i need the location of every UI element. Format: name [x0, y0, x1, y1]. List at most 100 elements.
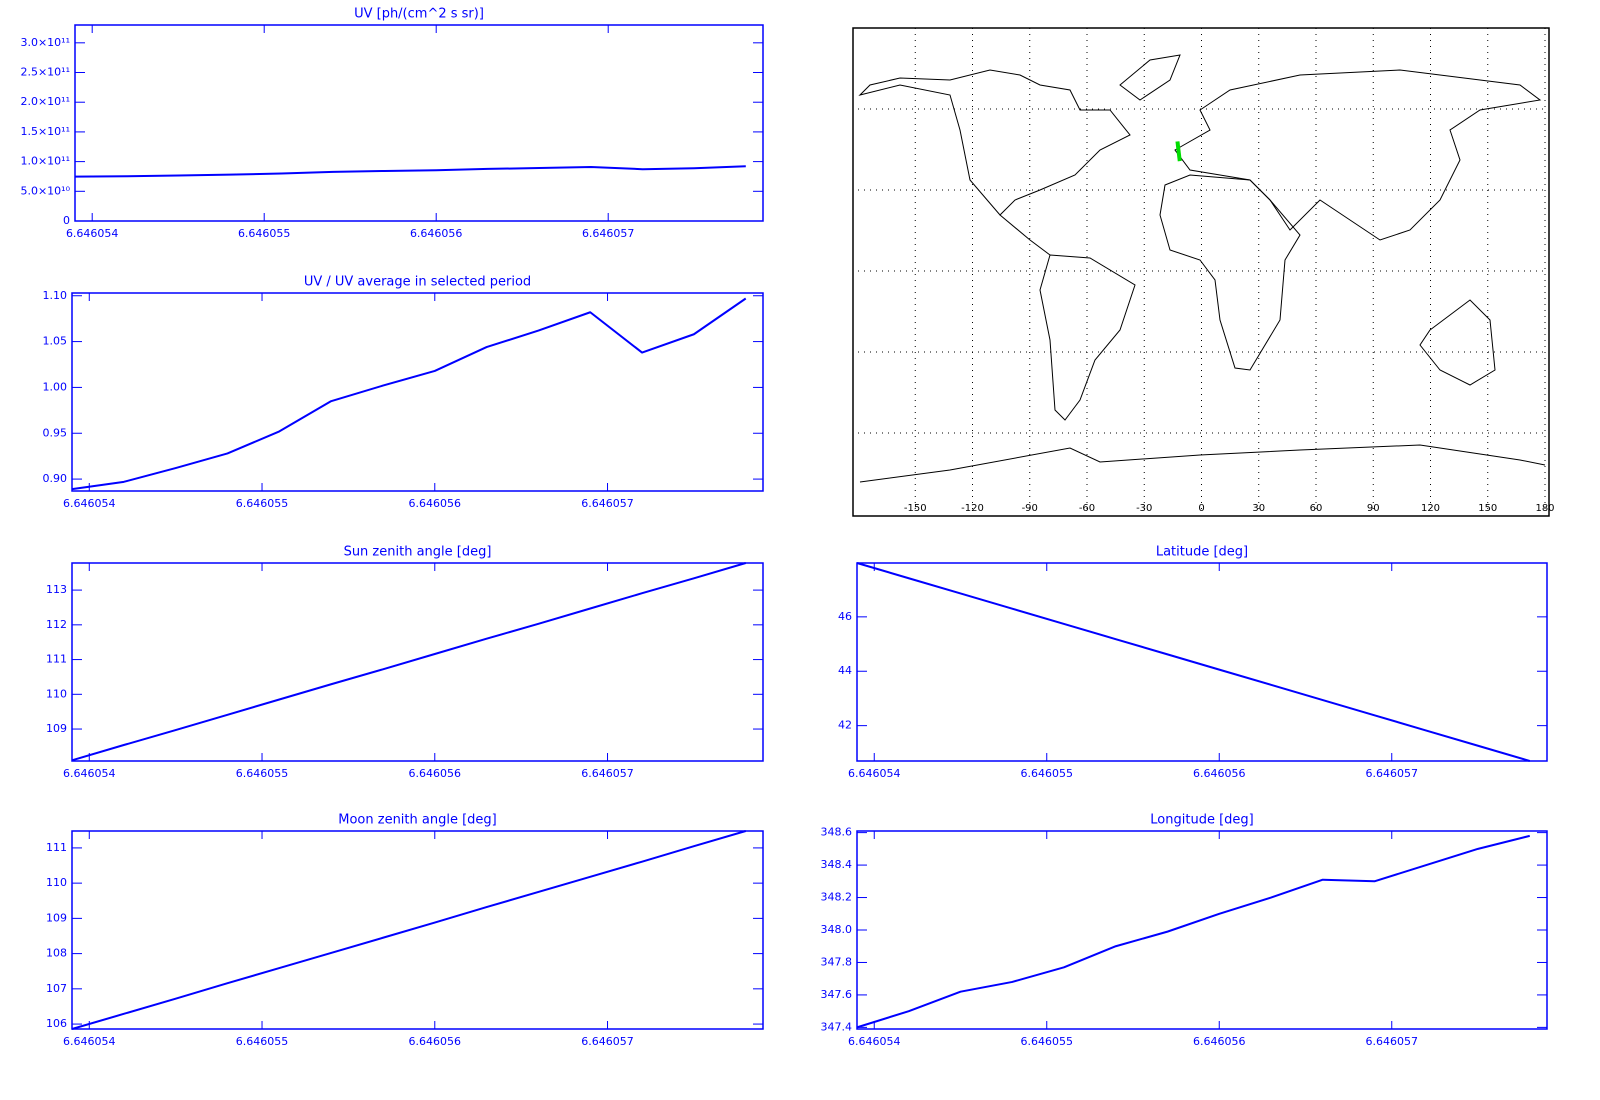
- y-tick-label: 107: [46, 982, 67, 995]
- y-tick-label: 113: [46, 583, 67, 596]
- coastlines: [858, 54, 1546, 483]
- x-tick-label: 6.646056: [1193, 1035, 1246, 1048]
- x-tick-label: 6.646055: [238, 227, 291, 240]
- y-tick-label: 3.0×10¹¹: [20, 36, 70, 49]
- y-tick-label: 348.0: [821, 923, 853, 936]
- x-tick-label: 6.646054: [63, 1035, 116, 1048]
- y-tick-label: 347.8: [821, 955, 853, 968]
- chart-panel: -150 -120 -90 -60 -30 0 30 60 90 120 150 180: [852, 27, 1555, 517]
- chart-title: UV / UV average in selected period: [304, 275, 531, 290]
- x-tick-label: 6.646057: [582, 227, 635, 240]
- y-tick-label: 46: [838, 610, 852, 623]
- chart-title: Sun zenith angle [deg]: [344, 545, 492, 560]
- y-tick-label: 0.95: [43, 426, 68, 439]
- x-tick-label: 180: [1535, 503, 1554, 514]
- australia: [1419, 299, 1496, 386]
- south-america: [1039, 254, 1136, 421]
- x-tick-label: 90: [1367, 503, 1380, 514]
- africa: [1159, 174, 1301, 371]
- greenland: [1119, 54, 1181, 101]
- y-tick-label: 348.2: [821, 891, 853, 904]
- x-tick-label: -30: [1136, 503, 1152, 514]
- x-tick-label: 6.646055: [1021, 1035, 1074, 1048]
- x-tick-label: 6.646054: [63, 767, 116, 780]
- x-tick-label: 6.646055: [236, 497, 289, 510]
- y-tick-label: 110: [46, 876, 67, 889]
- chart-panel: UV [ph/(cm^2 s sr)] 6.646054 6.646055 6.646…: [20, 7, 764, 240]
- chart-panel: Moon zenith angle [deg] 6.646054 6.646055 6…: [46, 813, 764, 1048]
- y-tick-label: 111: [46, 653, 67, 666]
- x-tick-label: 6.646056: [409, 1035, 462, 1048]
- y-tick-label: 347.4: [821, 1020, 853, 1033]
- plot-frame: [71, 562, 764, 762]
- chart-panel: Sun zenith angle [deg] 6.646054 6.646055 6.…: [46, 545, 764, 780]
- y-tick-label: 112: [46, 618, 67, 631]
- chart-panel: Longitude [deg] 6.646054 6.646055 6.646056 6…: [821, 813, 1548, 1048]
- y-tick-label: 110: [46, 687, 67, 700]
- x-tick-label: -150: [904, 503, 927, 514]
- y-tick-label: 109: [46, 722, 67, 735]
- x-tick-label: 6.646057: [581, 497, 634, 510]
- x-tick-label: 6.646054: [848, 767, 901, 780]
- data-line: [74, 165, 746, 178]
- y-tick-label: 0: [63, 214, 70, 227]
- chart-title: Moon zenith angle [deg]: [338, 813, 496, 828]
- data-line: [856, 834, 1530, 1029]
- y-tick-label: 347.6: [821, 988, 853, 1001]
- data-line: [71, 562, 747, 762]
- y-tick-label: 106: [46, 1017, 67, 1030]
- y-tick-label: 42: [838, 719, 852, 732]
- y-tick-label: 111: [46, 841, 67, 854]
- x-tick-label: -90: [1022, 503, 1038, 514]
- x-tick-label: 6.646056: [410, 227, 463, 240]
- north-america: [858, 69, 1131, 216]
- chart-title: Latitude [deg]: [1156, 545, 1248, 560]
- y-tick-label: 1.05: [43, 335, 68, 348]
- y-tick-label: 109: [46, 911, 67, 924]
- x-tick-label: 60: [1310, 503, 1323, 514]
- x-tick-label: 120: [1421, 503, 1440, 514]
- x-tick-label: -60: [1079, 503, 1095, 514]
- x-tick-label: 150: [1478, 503, 1497, 514]
- antarctica: [859, 444, 1546, 483]
- x-tick-label: 6.646056: [1193, 767, 1246, 780]
- y-tick-label: 108: [46, 947, 67, 960]
- x-tick-label: 6.646057: [581, 1035, 634, 1048]
- x-tick-label: 6.646054: [848, 1035, 901, 1048]
- y-tick-label: 348.6: [821, 826, 853, 839]
- data-line: [856, 562, 1531, 762]
- y-tick-label: 1.0×10¹¹: [20, 155, 70, 168]
- y-tick-label: 2.5×10¹¹: [20, 66, 70, 79]
- y-tick-label: 2.0×10¹¹: [20, 95, 70, 108]
- plot-frame: [74, 24, 764, 222]
- plot-frame: [71, 830, 764, 1030]
- x-tick-label: 6.646056: [409, 497, 462, 510]
- x-tick-label: 6.646054: [63, 497, 116, 510]
- chart-title: UV [ph/(cm^2 s sr)]: [354, 7, 484, 22]
- y-tick-label: 5.0×10¹⁰: [20, 184, 70, 197]
- chart-title: Longitude [deg]: [1150, 813, 1253, 828]
- plot-frame: [856, 562, 1548, 762]
- y-tick-label: 1.5×10¹¹: [20, 125, 70, 138]
- data-line: [1175, 141, 1182, 162]
- x-tick-label: 30: [1252, 503, 1265, 514]
- central-america: [999, 214, 1051, 256]
- x-tick-label: 6.646055: [236, 767, 289, 780]
- x-tick-label: 6.646057: [581, 767, 634, 780]
- x-tick-label: 6.646056: [409, 767, 462, 780]
- y-tick-label: 1.10: [43, 289, 68, 302]
- data-line: [71, 830, 747, 1030]
- x-tick-label: 0: [1198, 503, 1204, 514]
- x-tick-label: 6.646057: [1366, 767, 1419, 780]
- y-tick-label: 348.4: [821, 858, 853, 871]
- chart-panel: UV / UV average in selected period 6.6460…: [43, 275, 764, 510]
- x-tick-label: 6.646055: [1021, 767, 1074, 780]
- y-tick-label: 44: [838, 664, 852, 677]
- y-tick-label: 1.00: [43, 380, 68, 393]
- x-tick-label: 6.646054: [66, 227, 119, 240]
- plot-frame: [71, 292, 764, 492]
- y-tick-label: 0.90: [43, 472, 68, 485]
- x-tick-label: 6.646057: [1366, 1035, 1419, 1048]
